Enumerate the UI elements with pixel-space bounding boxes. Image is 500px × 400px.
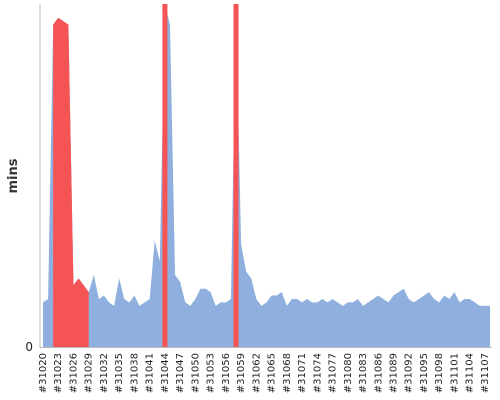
x-tick-label: #31032 xyxy=(99,353,110,393)
x-tick-label: #31059 xyxy=(236,353,247,393)
x-tick-label: #31089 xyxy=(388,353,399,393)
y-axis-label: mins xyxy=(6,158,21,193)
x-tick-label: #31098 xyxy=(434,353,445,393)
x-tick-label: #31038 xyxy=(129,353,140,393)
x-tick-label: #31068 xyxy=(282,353,293,393)
x-tick-label: #31101 xyxy=(449,353,460,393)
x-tick-label: #31023 xyxy=(53,353,64,393)
x-tick-label: #31020 xyxy=(38,353,49,393)
x-tick-labels: #31020 #31023 #31026 #31029 #31032 #31035 #310… xyxy=(38,353,491,393)
x-tick-label: #31050 xyxy=(190,353,201,393)
y-tick-label: 0 xyxy=(25,340,33,354)
duration-area xyxy=(43,4,490,347)
failed-build-area xyxy=(162,4,168,347)
x-tick-label: #31092 xyxy=(404,353,415,393)
x-tick-label: #31074 xyxy=(312,353,323,393)
x-tick-label: #31080 xyxy=(343,353,354,393)
x-tick-label: #31029 xyxy=(84,353,95,393)
x-tick-label: #31086 xyxy=(373,353,384,393)
x-tick-label: #31041 xyxy=(145,353,156,393)
failed-build-area xyxy=(233,4,239,347)
x-tick-label: #31035 xyxy=(114,353,125,393)
x-tick-label: #31107 xyxy=(480,353,491,393)
x-tick-label: #31104 xyxy=(465,353,476,393)
x-tick-label: #31047 xyxy=(175,353,186,393)
x-tick-label: #31062 xyxy=(251,353,262,393)
x-tick-label: #31053 xyxy=(206,353,217,393)
failed-build-area xyxy=(53,17,89,347)
x-tick-label: #31056 xyxy=(221,353,232,393)
x-tick-label: #31026 xyxy=(68,353,79,393)
x-tick-label: #31071 xyxy=(297,353,308,393)
x-tick-label: #31077 xyxy=(328,353,339,393)
x-tick-label: #31044 xyxy=(160,353,171,393)
x-tick-label: #31065 xyxy=(267,353,278,393)
area-series xyxy=(43,4,490,347)
x-tick-label: #31083 xyxy=(358,353,369,393)
x-tick-label: #31095 xyxy=(419,353,430,393)
